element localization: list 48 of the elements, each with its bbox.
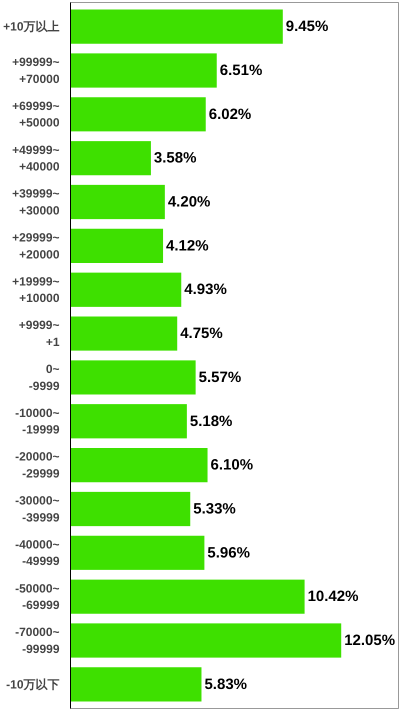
y-tick-label: +39999~ +30000 (12, 186, 60, 218)
y-tick-label: +10万以上 (3, 20, 60, 34)
y-tick-label: -10万以下 (6, 677, 60, 692)
bar (70, 10, 283, 44)
bar (70, 404, 187, 438)
y-tick-label: +99999~ +70000 (12, 55, 60, 86)
y-tick-label: +9999~ +1 (18, 318, 60, 349)
bar (70, 97, 206, 132)
y-tick-label: +29999~ +20000 (12, 230, 60, 262)
y-tick-label: -20000~ -29999 (15, 450, 60, 481)
data-label: 4.75% (180, 325, 223, 342)
bar (70, 667, 202, 702)
y-tick-label: -40000~ -49999 (15, 537, 60, 568)
bar (70, 53, 217, 88)
bar (70, 448, 208, 482)
data-label: 6.10% (210, 456, 254, 474)
bar (70, 580, 305, 614)
data-label: 12.05% (344, 632, 396, 650)
data-label: 5.96% (207, 544, 250, 562)
y-tick-label: -70000~ -99999 (15, 625, 60, 656)
y-tick-label: +69999~ +50000 (12, 98, 60, 130)
y-tick-label: 0~ -9999 (28, 362, 60, 393)
bar (70, 623, 342, 658)
data-label: 3.58% (154, 150, 196, 167)
bar (70, 184, 165, 220)
y-tick-label: -50000~ -69999 (15, 581, 60, 612)
data-label: 5.57% (198, 368, 242, 386)
bar (70, 141, 151, 176)
data-label: 4.93% (184, 281, 227, 298)
bar (70, 360, 196, 395)
bar (70, 536, 204, 570)
data-label: 4.12% (166, 237, 209, 254)
y-tick-label: +49999~ +40000 (12, 142, 60, 174)
data-label: 10.42% (308, 588, 358, 606)
bar (70, 316, 178, 351)
y-tick-label: -30000~ -39999 (15, 494, 60, 524)
y-tick-label: -10000~ -19999 (15, 406, 60, 437)
bar (70, 228, 164, 263)
data-label: 6.51% (220, 62, 262, 79)
data-label: 6.02% (208, 106, 252, 123)
data-label: 4.20% (168, 194, 210, 211)
bar (70, 272, 182, 307)
bar (70, 492, 190, 526)
data-label: 5.18% (190, 412, 232, 430)
data-label: 9.45% (286, 18, 328, 36)
data-label: 5.33% (193, 500, 236, 518)
y-tick-label: +19999~ +10000 (12, 274, 60, 306)
data-label: 5.83% (204, 676, 248, 693)
